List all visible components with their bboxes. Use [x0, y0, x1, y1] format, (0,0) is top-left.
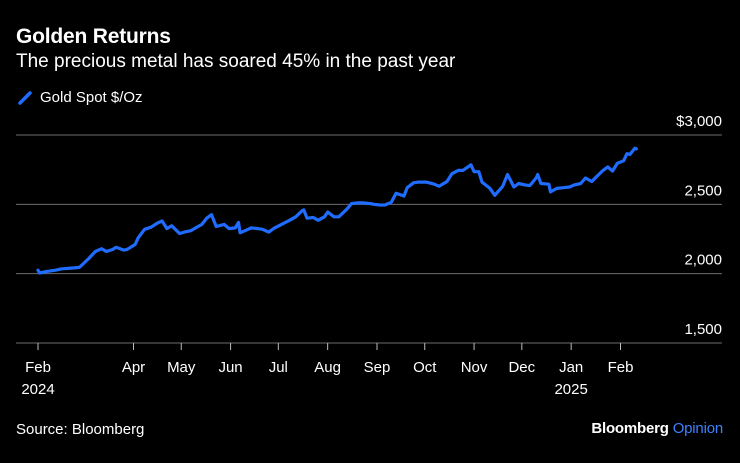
- y-tick-label: 2,000: [684, 252, 722, 269]
- chart-title: Golden Returns: [16, 25, 171, 48]
- x-tick-label: May: [167, 359, 196, 376]
- legend-label: Gold Spot $/Oz: [40, 89, 143, 106]
- x-axis: Feb 2024 Apr May Jun Jul Aug Sep Oct Nov Dec Jan 202…: [21, 343, 633, 398]
- x-tick-label: Feb: [25, 359, 51, 376]
- line-chart: $3,000 2,500 2,000 1,500 Feb 2024 Apr May Jun Ju…: [16, 113, 722, 398]
- x-tick-label: Jun: [218, 359, 242, 376]
- y-tick-label: 2,500: [684, 182, 722, 199]
- x-tick-label: Feb: [608, 359, 634, 376]
- brand-name: Bloomberg: [591, 420, 669, 437]
- x-tick-label: Jul: [269, 359, 288, 376]
- y-tick-label: $3,000: [676, 113, 722, 130]
- y-tick-label: 1,500: [684, 321, 722, 338]
- series-layer: [36, 146, 638, 275]
- legend: Gold Spot $/Oz: [18, 89, 143, 106]
- brand-suffix: Opinion: [672, 420, 724, 437]
- x-tick-sublabel: 2025: [554, 381, 587, 398]
- x-tick-label: Dec: [508, 359, 535, 376]
- source-note: Source: Bloomberg: [16, 421, 145, 438]
- y-axis-labels: $3,000 2,500 2,000 1,500: [676, 113, 722, 338]
- x-tick-label: Jan: [559, 359, 583, 376]
- series-line-gold-spot: [36, 146, 638, 275]
- x-tick-label: Oct: [413, 359, 437, 376]
- x-tick-label: Sep: [364, 359, 391, 376]
- x-tick-label: Nov: [461, 359, 488, 376]
- x-tick-label: Apr: [122, 359, 145, 376]
- brand-logo: Bloomberg Opinion: [591, 420, 723, 437]
- legend-line-icon: [18, 90, 32, 105]
- chart-subtitle: The precious metal has soared 45% in the…: [16, 51, 456, 72]
- x-tick-label: Aug: [314, 359, 341, 376]
- x-tick-sublabel: 2024: [21, 381, 54, 398]
